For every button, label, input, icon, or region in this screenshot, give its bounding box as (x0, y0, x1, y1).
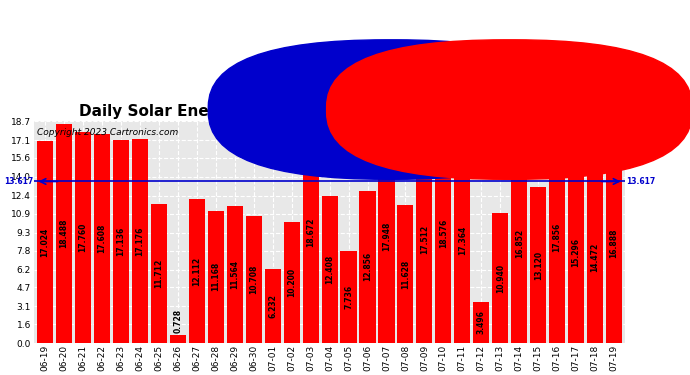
Text: 16.888: 16.888 (609, 228, 618, 258)
Text: 17.760: 17.760 (79, 223, 88, 252)
Bar (208, 210, 224, 343)
Text: 17.948: 17.948 (382, 222, 391, 251)
Bar (549, 131, 565, 343)
Text: 12.856: 12.856 (363, 252, 372, 281)
Bar (454, 137, 471, 343)
Bar (265, 269, 281, 343)
Bar (530, 188, 546, 343)
FancyBboxPatch shape (326, 40, 690, 179)
Text: 10.200: 10.200 (287, 268, 296, 297)
Text: 12.408: 12.408 (325, 255, 334, 284)
Bar (37, 141, 53, 343)
Bar (113, 140, 129, 343)
Text: 12.112: 12.112 (193, 257, 201, 286)
Text: 11.712: 11.712 (155, 259, 164, 288)
Bar (378, 130, 395, 343)
Bar (473, 302, 489, 343)
Text: 14.472: 14.472 (591, 243, 600, 272)
Text: Copyright 2023 Cartronics.com: Copyright 2023 Cartronics.com (37, 128, 178, 137)
Bar (606, 142, 622, 343)
FancyBboxPatch shape (208, 40, 574, 179)
Bar (340, 251, 357, 343)
Text: 3.496: 3.496 (477, 310, 486, 334)
Bar (492, 213, 509, 343)
Text: Average(kWh): Average(kWh) (401, 109, 479, 119)
Text: 17.856: 17.856 (553, 222, 562, 252)
Bar (56, 124, 72, 343)
Text: 17.364: 17.364 (458, 225, 467, 255)
Bar (359, 190, 375, 343)
Text: 17.608: 17.608 (97, 224, 106, 254)
Bar (189, 200, 205, 343)
Bar (94, 134, 110, 343)
Text: 13.617: 13.617 (626, 177, 655, 186)
Bar (132, 139, 148, 343)
Text: 15.296: 15.296 (571, 238, 580, 267)
Bar (246, 216, 262, 343)
Bar (151, 204, 167, 343)
Text: 13.617: 13.617 (4, 177, 33, 186)
Text: 18.488: 18.488 (59, 219, 68, 248)
Text: 6.232: 6.232 (268, 294, 277, 318)
Text: 11.628: 11.628 (401, 260, 410, 289)
Title: Daily Solar Energy & Average  Production Thu Jul 20 20:23: Daily Solar Energy & Average Production … (79, 104, 580, 118)
Text: 17.136: 17.136 (117, 227, 126, 256)
Bar (435, 123, 451, 343)
Bar (227, 206, 243, 343)
Bar (284, 222, 299, 343)
Text: 0.728: 0.728 (173, 309, 182, 333)
Bar (568, 162, 584, 343)
Bar (587, 171, 603, 343)
Text: 17.024: 17.024 (41, 228, 50, 257)
Bar (75, 132, 91, 343)
Bar (416, 135, 433, 343)
Bar (322, 196, 337, 343)
Bar (397, 205, 413, 343)
Text: 11.168: 11.168 (211, 262, 220, 291)
Text: 10.708: 10.708 (249, 265, 258, 294)
Text: 18.672: 18.672 (306, 217, 315, 247)
Text: 18.576: 18.576 (439, 218, 448, 248)
Bar (511, 143, 527, 343)
Text: 10.940: 10.940 (495, 264, 505, 293)
Text: 11.564: 11.564 (230, 260, 239, 289)
Bar (302, 122, 319, 343)
Bar (170, 334, 186, 343)
Text: 16.852: 16.852 (515, 228, 524, 258)
Text: 17.512: 17.512 (420, 225, 429, 254)
Text: Daily(kWh): Daily(kWh) (519, 109, 580, 119)
Text: 7.736: 7.736 (344, 285, 353, 309)
Text: 17.176: 17.176 (135, 226, 144, 256)
Text: 13.120: 13.120 (533, 251, 542, 280)
